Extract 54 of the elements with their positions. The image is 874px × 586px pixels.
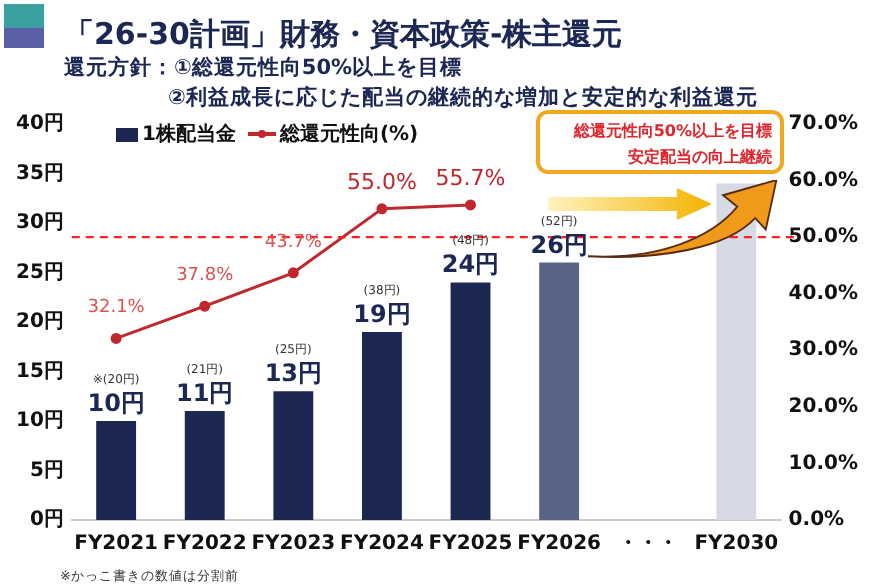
y-tick-label: 0円: [29, 509, 64, 532]
y-tick-label: 30円: [15, 212, 64, 235]
point: [465, 199, 477, 211]
x-tick-label: FY2030: [694, 533, 779, 556]
point: [287, 267, 299, 279]
data-label: 11円: [176, 379, 234, 408]
data-label: 43.7%: [264, 232, 323, 253]
x-tick-label: FY2022: [162, 533, 247, 556]
x-tick-label: FY2026: [517, 533, 602, 556]
point: [110, 332, 122, 344]
annotation: 安定配当の向上継続: [626, 146, 772, 170]
point: [376, 203, 388, 215]
y2-tick-label: 70.0%: [788, 113, 859, 136]
y-tick-label: 35円: [15, 162, 64, 185]
bar: [716, 183, 757, 520]
legend-label: 総還元性向(%): [279, 121, 419, 148]
y2-tick-label: 40.0%: [788, 282, 859, 305]
x-tick-label: ・・・: [617, 533, 678, 556]
y2-tick-label: 20.0%: [788, 396, 859, 419]
y2-tick-label: 50.0%: [788, 226, 859, 249]
bar: [539, 262, 580, 520]
x-tick-label: FY2021: [74, 533, 159, 556]
legend-label: 1株配当金: [142, 121, 236, 148]
y-tick-label: 15円: [15, 360, 64, 383]
y2-tick-label: 30.0%: [788, 339, 859, 362]
bar: [184, 411, 225, 520]
data-label: 55.7%: [435, 164, 506, 191]
y2-tick-label: 10.0%: [788, 452, 859, 475]
bar: [361, 331, 402, 520]
x-tick-label: FY2024: [340, 533, 424, 556]
data-label: 13円: [264, 359, 323, 388]
data-label: 26円: [530, 230, 588, 259]
y-tick-label: 40円: [15, 113, 64, 136]
y-tick-label: 20円: [15, 311, 64, 334]
y-tick-label: 5円: [29, 459, 64, 482]
x-tick-label: FY2025: [428, 533, 513, 556]
y-tick-label: 10円: [15, 410, 64, 433]
annotation: 総還元性向50%以上を目標: [571, 120, 772, 144]
data-label: 24円: [441, 250, 500, 279]
data-label: 10円: [87, 389, 145, 417]
bar: [273, 391, 314, 520]
data-label: 55.0%: [346, 168, 417, 195]
y2-tick-label: 0.0%: [788, 509, 845, 532]
bar: [96, 421, 137, 520]
chart-title: 「26-30計画」財務・資本政策-株主還元: [64, 16, 623, 54]
data-label: 37.8%: [176, 266, 235, 287]
y-tick-label: 25円: [15, 261, 64, 284]
point: [199, 300, 211, 312]
bar: [450, 282, 491, 520]
chart-subtitle: 還元方針：①総還元性向50%以上を目標 ②利益成長に応じた配当の継続的な増加と安定的な利益還元: [64, 54, 758, 112]
data-label: 32.1%: [87, 298, 146, 319]
data-label: 19円: [353, 299, 411, 328]
x-tick-label: FY2023: [251, 533, 336, 556]
y2-tick-label: 60.0%: [788, 169, 859, 192]
